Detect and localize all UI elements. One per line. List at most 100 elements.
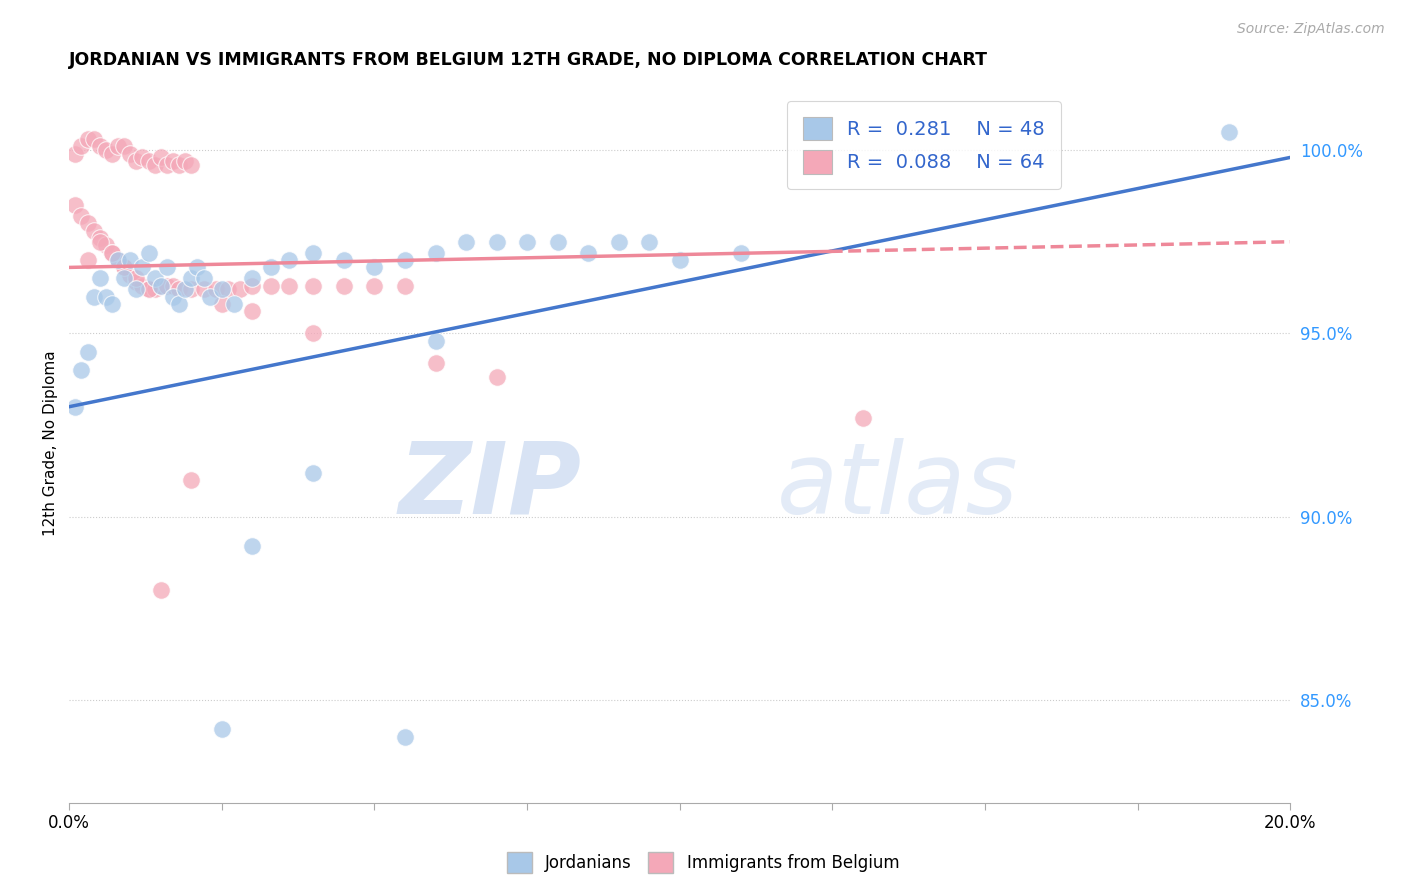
Point [1218,125,1240,139]
Point [186,260,208,275]
Point [138,154,160,169]
Point [211,282,233,296]
Point [76,253,98,268]
Point [131,278,153,293]
Point [89,235,111,249]
Point [138,282,160,296]
Text: atlas: atlas [778,438,1019,535]
Point [485,370,508,384]
Point [83,224,105,238]
Point [425,334,447,348]
Point [76,216,98,230]
Point [125,282,148,296]
Point [65,146,87,161]
Point [138,282,160,296]
Point [89,231,111,245]
Point [240,278,263,293]
Point [454,235,477,249]
Point [143,158,166,172]
Point [143,282,166,296]
Point [193,282,215,296]
Point [547,235,569,249]
Point [394,253,416,268]
Point [302,466,325,480]
Point [107,253,129,268]
Point [240,304,263,318]
Point [180,282,202,296]
Point [112,271,135,285]
Point [260,260,283,275]
Point [94,143,117,157]
Point [363,278,385,293]
Point [485,235,508,249]
Point [125,275,148,289]
Point [143,271,166,285]
Point [83,132,105,146]
Point [394,730,416,744]
Point [211,297,233,311]
Point [76,344,98,359]
Point [333,253,356,268]
Point [180,271,202,285]
Legend: Jordanians, Immigrants from Belgium: Jordanians, Immigrants from Belgium [501,846,905,880]
Point [131,150,153,164]
Point [162,290,184,304]
Point [112,260,135,275]
Point [149,278,172,293]
Point [516,235,538,249]
Point [70,209,93,223]
Point [425,245,447,260]
Point [278,278,301,293]
Y-axis label: 12th Grade, No Diploma: 12th Grade, No Diploma [44,351,58,536]
Point [167,282,190,296]
Point [149,582,172,597]
Point [94,290,117,304]
Point [302,245,325,260]
Point [156,278,179,293]
Point [167,297,190,311]
Point [204,282,226,296]
Point [120,146,142,161]
Point [149,150,172,164]
Point [222,297,245,311]
Point [260,278,283,293]
Point [89,271,111,285]
Point [65,400,87,414]
Point [167,158,190,172]
Point [131,260,153,275]
Point [65,198,87,212]
Point [211,723,233,737]
Point [70,363,93,377]
Legend: R =  0.281    N = 48, R =  0.088    N = 64: R = 0.281 N = 48, R = 0.088 N = 64 [787,101,1060,189]
Point [101,245,124,260]
Point [240,271,263,285]
Point [180,158,202,172]
Point [278,253,301,268]
Point [174,154,197,169]
Point [83,290,105,304]
Point [607,235,630,249]
Point [120,268,142,282]
Point [730,245,752,260]
Point [112,260,135,275]
Point [101,146,124,161]
Point [162,154,184,169]
Text: ZIP: ZIP [399,438,582,535]
Point [333,278,356,293]
Text: Source: ZipAtlas.com: Source: ZipAtlas.com [1237,22,1385,37]
Point [107,139,129,153]
Point [156,158,179,172]
Point [576,245,599,260]
Point [156,260,179,275]
Text: JORDANIAN VS IMMIGRANTS FROM BELGIUM 12TH GRADE, NO DIPLOMA CORRELATION CHART: JORDANIAN VS IMMIGRANTS FROM BELGIUM 12T… [69,51,988,69]
Point [76,132,98,146]
Point [852,410,875,425]
Point [198,290,221,304]
Point [302,326,325,341]
Point [638,235,661,249]
Point [107,253,129,268]
Point [425,356,447,370]
Point [101,297,124,311]
Point [180,473,202,487]
Point [162,278,184,293]
